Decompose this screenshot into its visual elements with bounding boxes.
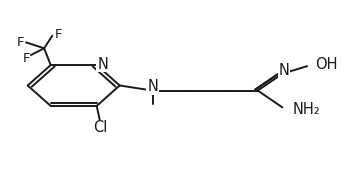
Text: F: F (54, 28, 62, 41)
Text: NH₂: NH₂ (292, 102, 320, 117)
Text: N: N (97, 57, 108, 72)
Text: N: N (147, 79, 158, 94)
Text: Cl: Cl (93, 120, 107, 135)
Text: N: N (279, 63, 289, 78)
Text: F: F (16, 36, 24, 49)
Text: F: F (22, 52, 30, 65)
Text: OH: OH (315, 57, 338, 72)
